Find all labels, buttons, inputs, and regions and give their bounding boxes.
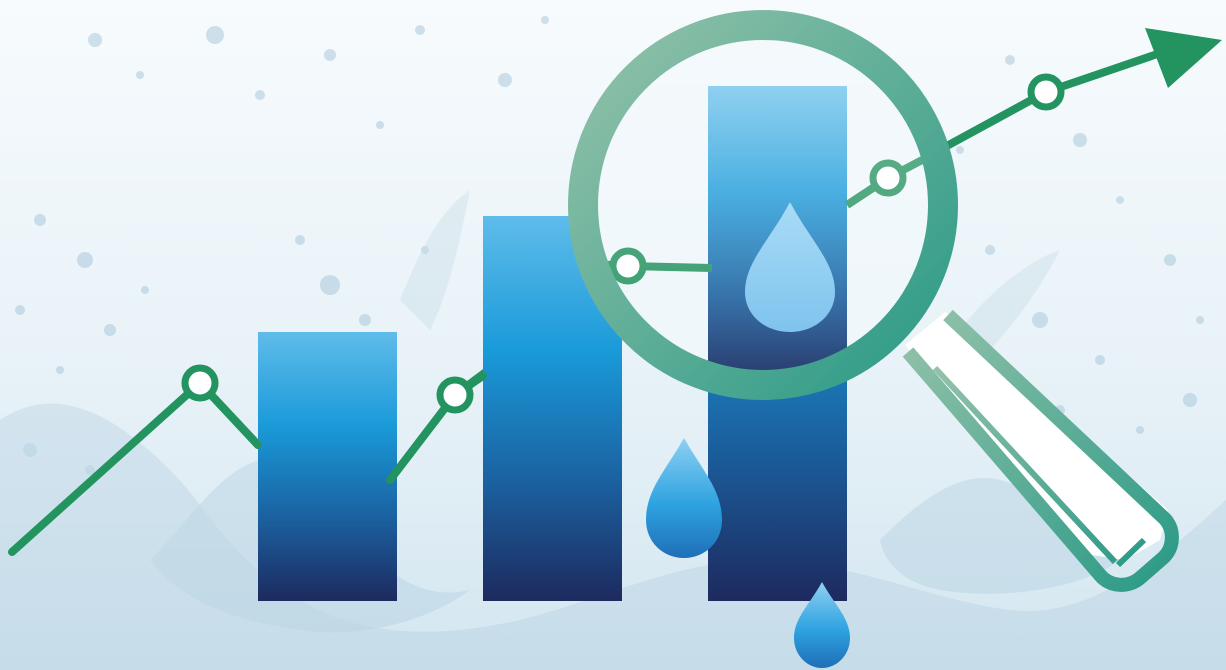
water-drop-icon	[745, 202, 835, 332]
water-drop-icon	[794, 582, 850, 668]
magnifier-rim	[568, 10, 958, 400]
trend-point	[1027, 73, 1065, 111]
arrow-head-icon	[1145, 28, 1222, 88]
trend-point	[436, 376, 474, 414]
magnifier-handle	[902, 309, 1179, 592]
bar-1	[258, 332, 397, 601]
trend-point	[181, 364, 219, 402]
magnifying-glass-icon	[568, 10, 1179, 592]
falling-drops	[646, 438, 850, 668]
water-drop-icon	[646, 438, 722, 558]
